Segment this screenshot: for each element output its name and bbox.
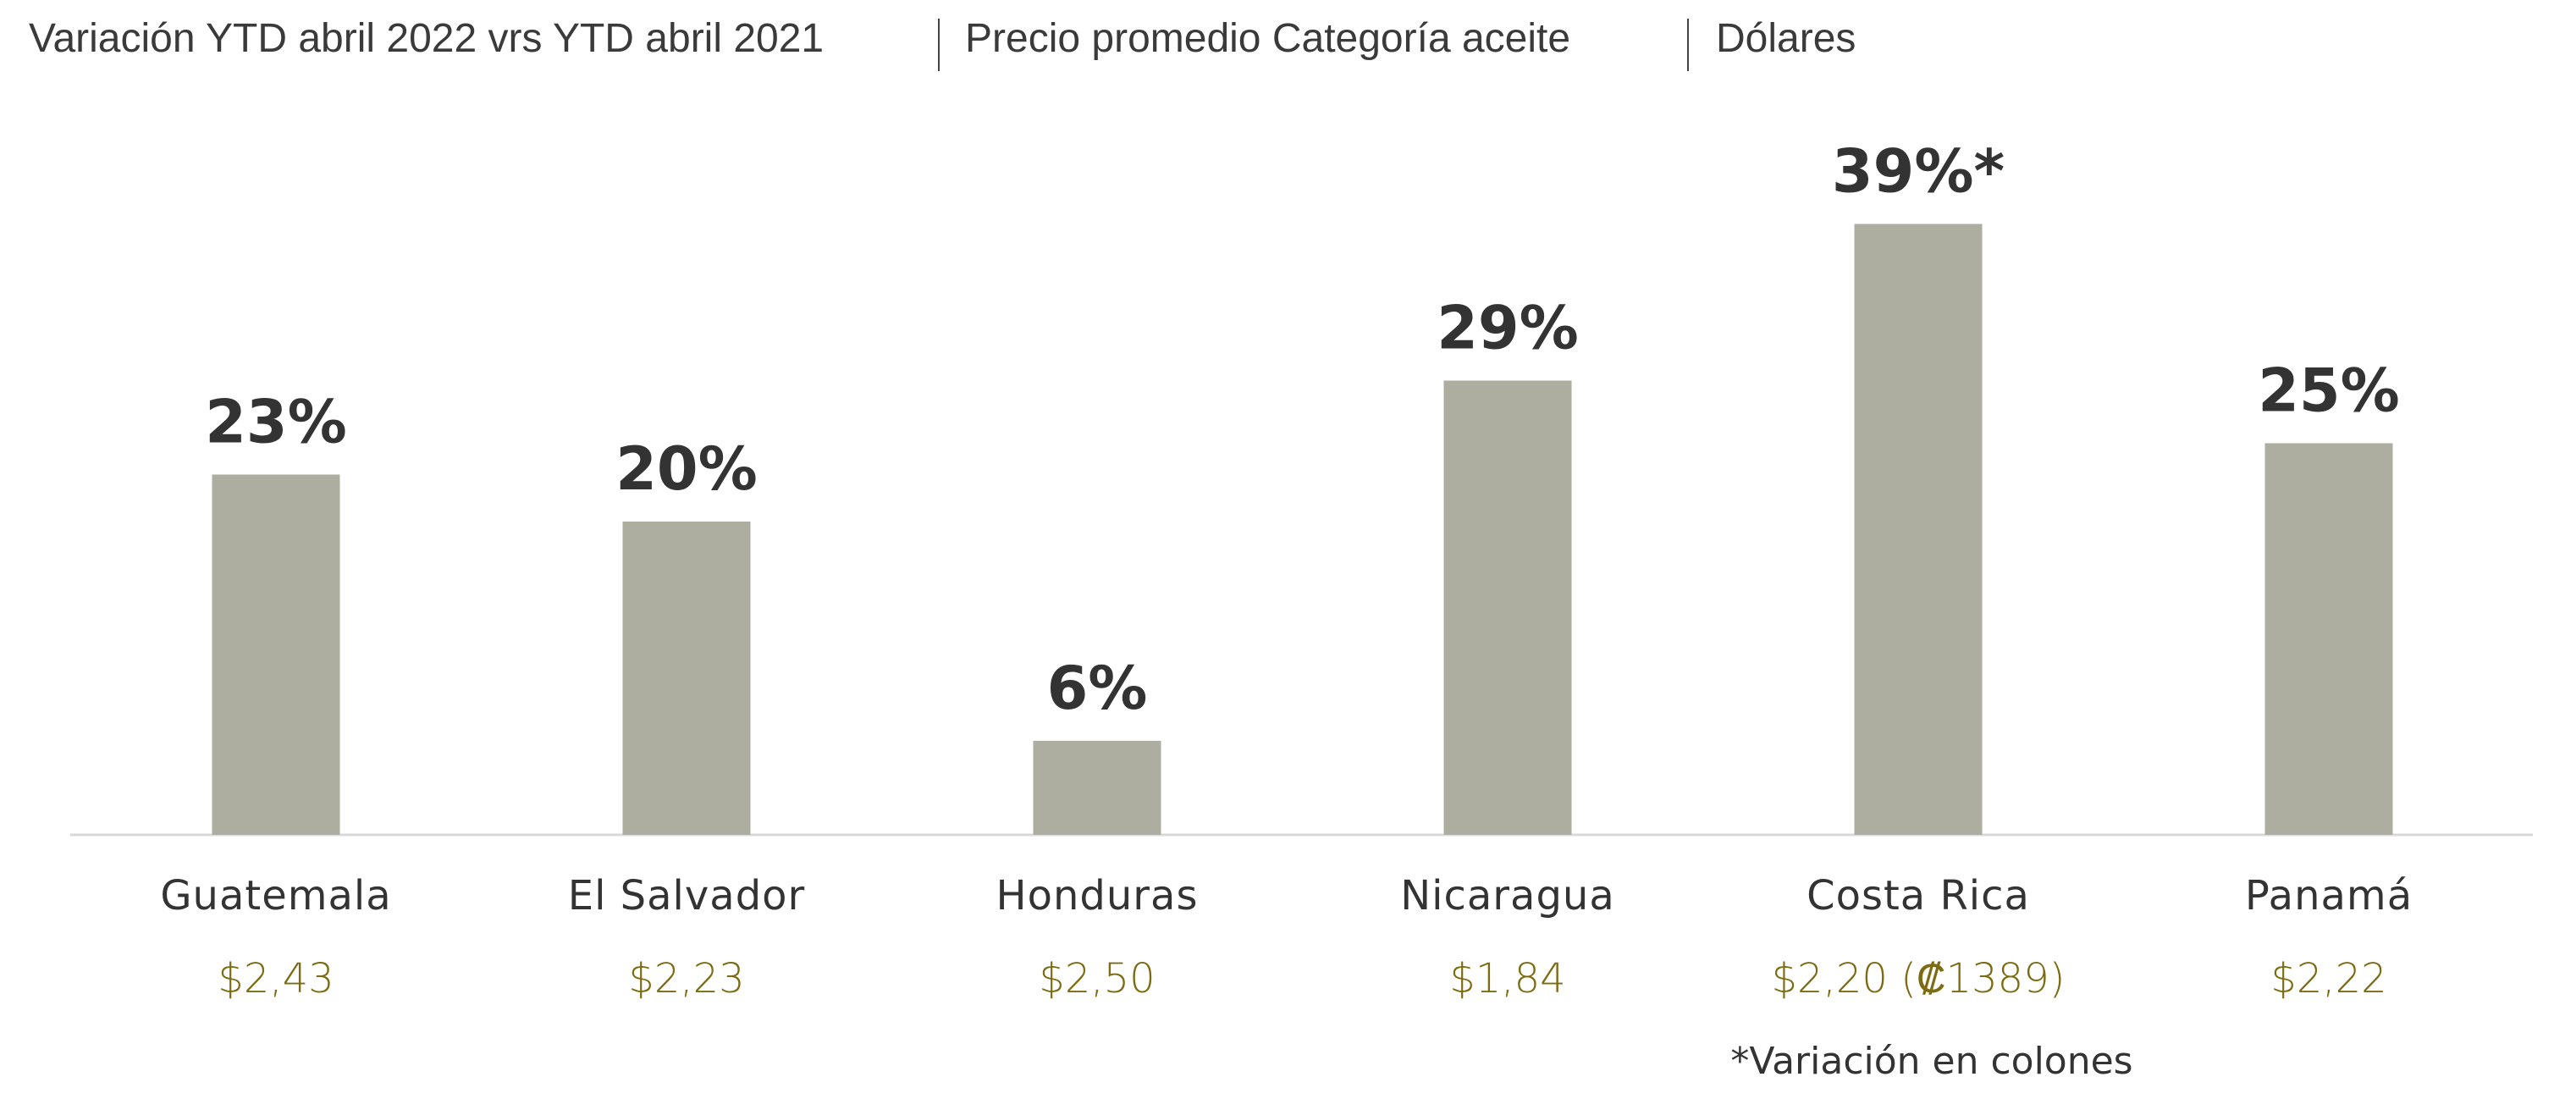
category-label: Costa Rica (1807, 872, 2030, 919)
price-label: $2,22 (2270, 955, 2386, 1002)
category-label: Nicaragua (1400, 872, 1615, 919)
title-separator (938, 19, 940, 71)
category-label: Panamá (2245, 872, 2413, 919)
title-currency: Dólares (1716, 16, 1856, 61)
title-price: Precio promedio Categoría aceite (965, 16, 1571, 61)
data-label: 25% (2258, 356, 2400, 426)
bar-honduras (1033, 741, 1161, 835)
footnote: *Variación en colones (1730, 1040, 2132, 1083)
price-label: $2,50 (1039, 955, 1155, 1002)
price-label: $1,84 (1449, 955, 1565, 1002)
bar-guatemala (212, 474, 340, 835)
data-label: 29% (1437, 294, 1579, 363)
bar-costa-rica (1854, 224, 1983, 835)
bar-el-salvador (622, 522, 751, 835)
price-label: $2,20 (₡1389) (1772, 955, 2066, 1002)
data-label: 6% (1047, 654, 1148, 723)
title-variation: Variación YTD abril 2022 vrs YTD abril 2… (29, 16, 825, 61)
price-label: $2,23 (628, 955, 744, 1002)
category-label: El Salvador (568, 872, 806, 919)
data-label: 23% (205, 388, 347, 457)
category-label: Guatemala (160, 872, 391, 919)
bar-panamá (2264, 443, 2393, 835)
data-label: 39%* (1832, 137, 2005, 207)
price-label: $2,43 (218, 955, 334, 1002)
category-label: Honduras (996, 872, 1199, 919)
bar-nicaragua (1443, 380, 1572, 835)
title-separator (1687, 19, 1689, 71)
data-label: 20% (615, 434, 758, 504)
